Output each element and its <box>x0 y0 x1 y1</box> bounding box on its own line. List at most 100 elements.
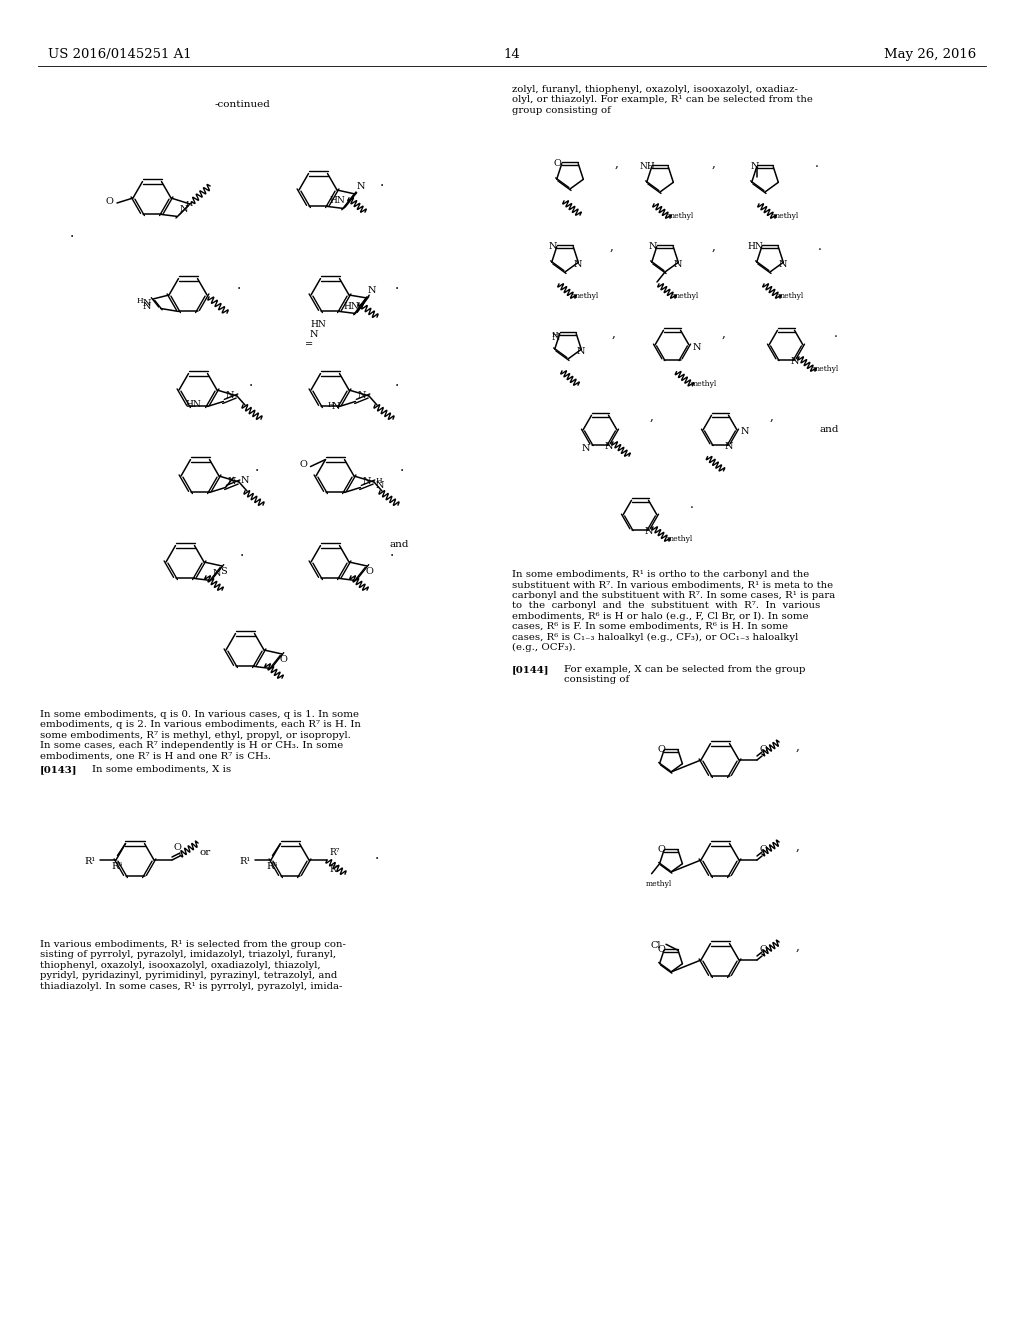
Text: N: N <box>693 342 701 351</box>
Text: methyl: methyl <box>645 879 672 888</box>
Text: .: . <box>690 498 694 511</box>
Text: US 2016/0145251 A1: US 2016/0145251 A1 <box>48 48 191 61</box>
Text: N: N <box>368 286 377 294</box>
Text: ,: , <box>650 411 654 422</box>
Text: N: N <box>582 445 590 453</box>
Text: and: and <box>390 540 410 549</box>
Text: .: . <box>395 375 399 389</box>
Text: .: . <box>400 459 404 474</box>
Text: H: H <box>376 477 383 484</box>
Text: N: N <box>357 392 366 400</box>
Text: .: . <box>237 279 242 292</box>
Text: methyl: methyl <box>778 292 804 300</box>
Text: O: O <box>365 568 373 577</box>
Text: N: N <box>644 527 653 536</box>
Text: [0143]: [0143] <box>40 766 78 774</box>
Text: May 26, 2016: May 26, 2016 <box>884 48 976 61</box>
Text: =: = <box>305 341 313 348</box>
Text: N: N <box>791 356 799 366</box>
Text: ,: , <box>712 157 716 170</box>
Text: HN: HN <box>185 400 202 409</box>
Text: HN: HN <box>330 197 345 206</box>
Text: N: N <box>213 569 221 578</box>
Text: H: H <box>552 331 558 339</box>
Text: In some embodiments, X is: In some embodiments, X is <box>92 766 231 774</box>
Text: .: . <box>395 279 399 292</box>
Text: ,: , <box>615 157 618 170</box>
Text: O: O <box>105 197 113 206</box>
Text: O: O <box>759 945 767 954</box>
Text: H: H <box>137 297 143 305</box>
Text: N: N <box>362 478 371 487</box>
Text: ,: , <box>712 240 716 253</box>
Text: HN: HN <box>748 242 764 251</box>
Text: .: . <box>380 176 384 189</box>
Text: ,: , <box>722 327 726 341</box>
Text: S: S <box>220 568 226 577</box>
Text: N: N <box>725 442 733 450</box>
Text: O: O <box>280 656 288 664</box>
Text: .: . <box>255 459 259 474</box>
Text: .: . <box>70 226 75 240</box>
Text: 14: 14 <box>504 48 520 61</box>
Text: Cl: Cl <box>650 941 660 950</box>
Text: ,: , <box>612 327 615 341</box>
Text: N: N <box>649 242 657 251</box>
Text: methyl: methyl <box>667 535 693 543</box>
Text: .: . <box>390 545 394 558</box>
Text: N: N <box>310 330 318 339</box>
Text: N: N <box>227 478 236 487</box>
Text: .: . <box>815 157 819 170</box>
Text: N: N <box>142 302 151 312</box>
Text: -continued: -continued <box>215 100 271 110</box>
Text: R⁶: R⁶ <box>266 862 278 871</box>
Text: H: H <box>185 201 193 209</box>
Text: N: N <box>332 403 340 412</box>
Text: .: . <box>818 240 822 253</box>
Text: For example, X can be selected from the group
consisting of: For example, X can be selected from the … <box>564 665 806 684</box>
Text: O: O <box>299 461 307 469</box>
Text: N: N <box>552 333 560 342</box>
Text: N: N <box>241 477 250 484</box>
Text: methyl: methyl <box>673 292 699 300</box>
Text: O: O <box>759 746 767 755</box>
Text: In various embodiments, R¹ is selected from the group con-
sisting of pyrrolyl, : In various embodiments, R¹ is selected f… <box>40 940 346 990</box>
Text: ,: , <box>796 840 800 853</box>
Text: H: H <box>328 401 334 409</box>
Text: methyl: methyl <box>668 213 694 220</box>
Text: R¹: R¹ <box>239 858 250 866</box>
Text: N: N <box>741 428 750 437</box>
Text: N: N <box>674 260 682 269</box>
Text: [0144]: [0144] <box>512 665 550 675</box>
Text: N: N <box>225 392 234 400</box>
Text: methyl: methyl <box>573 292 599 300</box>
Text: methyl: methyl <box>813 366 840 374</box>
Text: .: . <box>240 545 245 558</box>
Text: methyl: methyl <box>690 380 717 388</box>
Text: R⁷: R⁷ <box>329 865 339 874</box>
Text: ,: , <box>610 240 613 253</box>
Text: O: O <box>658 845 666 854</box>
Text: .: . <box>375 847 379 862</box>
Text: N: N <box>357 182 366 191</box>
Text: zolyl, furanyl, thiophenyl, oxazolyl, isooxazolyl, oxadiaz-
olyl, or thiazolyl. : zolyl, furanyl, thiophenyl, oxazolyl, is… <box>512 84 813 115</box>
Text: R⁶: R⁶ <box>112 862 123 871</box>
Text: HN: HN <box>343 302 359 312</box>
Text: N: N <box>376 480 384 490</box>
Text: N: N <box>577 347 585 356</box>
Text: O: O <box>554 158 561 168</box>
Text: N: N <box>143 298 152 308</box>
Text: N: N <box>778 260 786 269</box>
Text: NH: NH <box>640 161 655 170</box>
Text: N: N <box>751 161 759 170</box>
Text: N: N <box>604 442 613 450</box>
Text: methyl: methyl <box>773 213 800 220</box>
Text: N: N <box>179 206 188 214</box>
Text: O: O <box>759 846 767 854</box>
Text: N: N <box>549 242 557 251</box>
Text: O: O <box>658 746 666 754</box>
Text: .: . <box>249 375 253 389</box>
Text: R¹: R¹ <box>84 858 95 866</box>
Text: In some embodiments, q is 0. In various cases, q is 1. In some
embodiments, q is: In some embodiments, q is 0. In various … <box>40 710 360 760</box>
Text: .: . <box>834 327 838 341</box>
